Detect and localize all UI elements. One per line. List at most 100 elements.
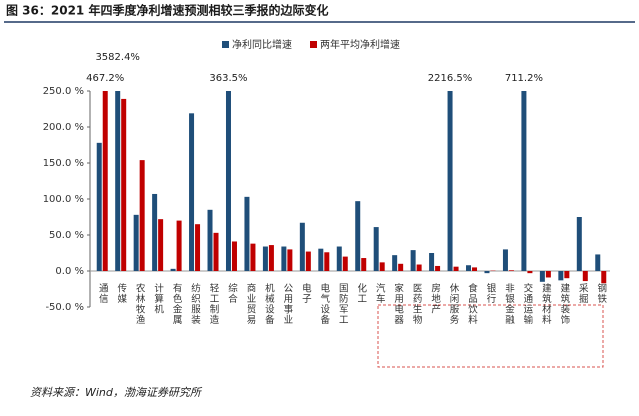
value-label: 711.2% [505,73,543,84]
bar [133,214,139,271]
bar [102,91,108,271]
bar [231,241,237,271]
bar [361,258,367,271]
bar [429,253,435,271]
highlight-box [377,304,604,368]
x-tick-label: 汽车 [374,282,386,304]
bar [121,98,127,271]
x-tick-label: 休闲服务 [448,282,460,325]
bar [324,252,330,271]
x-tick-label: 电气设备 [318,282,330,325]
x-tick-label: 家用电器 [392,282,404,325]
bar [447,91,453,271]
bar [502,249,508,271]
bar [250,243,256,271]
plot [96,91,607,284]
legend-label: 净利同比增速 [232,38,292,51]
y-tick-label: 50.0 % [49,230,84,241]
bar [392,255,398,271]
x-tick-label: 电子 [300,282,312,304]
bar [576,217,582,271]
bar [582,271,588,282]
bar [225,91,231,272]
bar [373,227,379,271]
bar [472,267,478,271]
x-tick-label: 钢铁 [595,282,607,304]
bar [152,193,158,271]
x-tick-label: 农林牧渔 [134,282,146,325]
y-tick-label: 150.0 % [43,158,84,169]
legend-swatch [222,41,229,48]
bar [176,220,182,271]
x-tick-label: 计算机 [152,282,164,314]
bar [601,271,607,284]
bar [299,222,305,271]
bar [342,256,348,271]
bar [435,265,441,271]
bar [207,209,213,271]
bar [484,271,490,274]
bar [195,224,201,271]
x-tick-label: 纺织服装 [189,282,201,325]
bar [213,232,219,271]
value-label: 467.2% [86,73,124,84]
y-tick-label: 100.0 % [43,194,84,205]
x-tick-label: 轻工制造 [208,282,220,325]
x-tick-label: 商业贸易 [244,282,256,325]
bar [305,251,311,271]
bar [139,160,145,271]
bar [558,271,564,281]
bar [521,91,527,272]
x-tick-label: 传媒 [115,282,127,304]
x-tick-label: 公用事业 [281,283,293,325]
x-tick-label: 综合 [226,282,238,304]
x-tick-label: 交通运输 [521,282,533,325]
bar [539,271,545,282]
bar [410,250,416,271]
bar [379,262,385,271]
bar [318,248,324,271]
bar [158,219,164,271]
x-tick-label: 房地产 [429,282,441,314]
bar [355,201,361,271]
y-tick-label: 250.0 % [43,86,84,97]
bar [115,91,121,271]
bar [262,246,268,271]
bar [545,271,551,278]
bar [287,249,293,271]
x-tick-label: 非银金融 [503,282,515,325]
x-tick-label: 建筑装饰 [558,282,570,325]
legend-label: 两年平均净利增速 [320,38,400,51]
x-tick-label: 机械设备 [263,282,275,325]
bar [96,142,102,271]
bar [453,266,459,271]
x-tick-label: 食品饮料 [466,282,478,325]
bar [595,254,601,271]
y-tick-label: -50.0 % [45,302,84,313]
bar [527,271,533,274]
bar [398,263,404,271]
x-tick-label: 银行 [484,282,496,304]
x-tick-label: 国防军工 [337,283,349,325]
bar [189,113,195,271]
value-label: 3582.4% [95,52,140,63]
value-label: 363.5% [209,73,247,84]
source: 资料来源：Wind，渤海证券研究所 [30,386,203,399]
bar [281,246,287,271]
bar [508,270,514,271]
y-tick-label: 0.0 % [55,266,84,277]
x-tick-label: 有色金属 [171,282,183,325]
value-label: 2216.5% [428,73,473,84]
bar [416,264,422,271]
x-tick-label: 通信 [97,283,109,304]
x-tick-label: 建筑材料 [540,282,552,325]
legend-swatch [310,41,317,48]
bar [466,265,472,271]
x-tick-label: 医药生物 [411,283,423,325]
y-tick-label: 200.0 % [43,122,84,133]
x-tick-label: 化工 [355,282,367,304]
x-tick-label: 采掘 [577,283,589,304]
bar [336,246,342,271]
bar [268,245,274,271]
